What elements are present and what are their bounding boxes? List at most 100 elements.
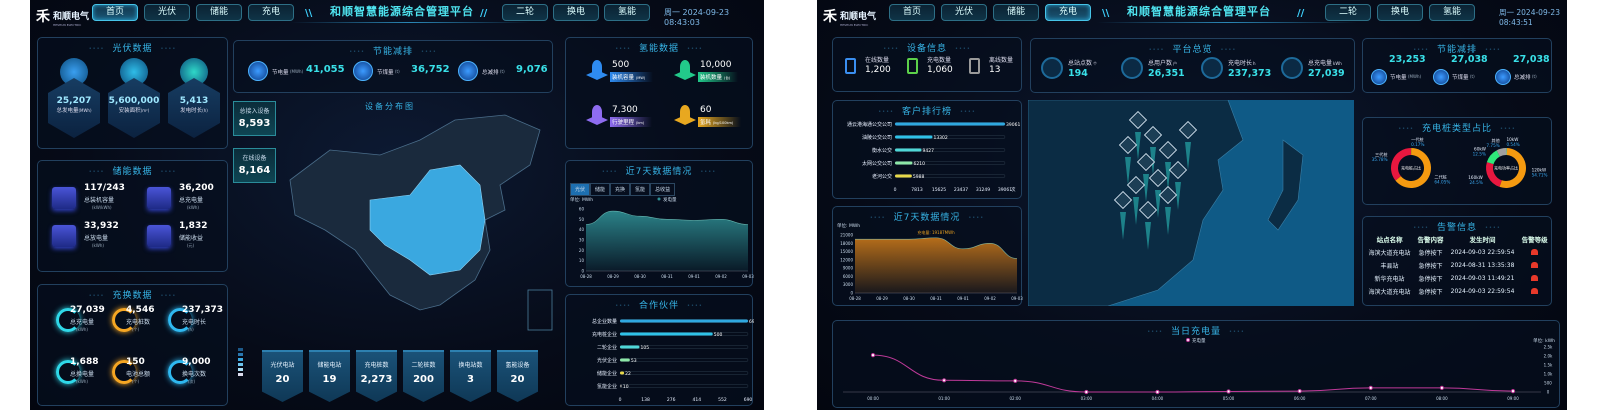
saving-label: 节电量 — [1390, 75, 1407, 81]
nav-hydrogen[interactable]: 氢能 — [604, 4, 650, 21]
bar — [620, 345, 640, 349]
nav-storage[interactable]: 储能 — [196, 4, 242, 21]
bar-value-label: 6210 — [913, 161, 925, 167]
nav-swap[interactable]: 换电 — [553, 4, 599, 21]
station-card: 储能电站 19 — [309, 350, 350, 402]
marker-beam — [1145, 222, 1151, 250]
station-marker-icon[interactable] — [1113, 190, 1133, 210]
charge-value: 9,000 — [182, 357, 211, 367]
platform-icon — [674, 115, 696, 125]
x-unit-label: 次 — [1011, 186, 1016, 193]
station-marker-icon[interactable] — [1143, 125, 1163, 145]
x-tick-label: 08-30 — [634, 274, 646, 279]
nav-ebike[interactable]: 二轮 — [1325, 4, 1371, 21]
decor-slash-icon: // — [1297, 8, 1305, 19]
slice-label: 120kW — [1532, 168, 1547, 173]
x-tick-label: 02:00 — [1009, 396, 1021, 401]
station-marker-icon[interactable] — [1158, 140, 1178, 160]
alarm-row[interactable]: 新华充电站 急停按下 2024-09-03 11:49:21 — [1365, 272, 1551, 285]
data-point — [1439, 385, 1444, 390]
bar-category-label: 氢能企业 — [597, 383, 617, 390]
logo-en: HESHUN ELECTRIC — [840, 23, 869, 27]
bar — [620, 319, 748, 323]
alarm-level — [1518, 272, 1551, 285]
series-line — [585, 210, 749, 225]
station-icon — [1041, 57, 1063, 79]
x-tick-label: 09-01 — [957, 296, 969, 301]
bar-value-label: 39061 — [1006, 122, 1020, 128]
station-value: 20 — [275, 374, 290, 385]
x-tick-label: 552 — [718, 397, 727, 403]
panel-title: 光伏数据 — [38, 41, 227, 54]
panel-title: 告警信息 — [1363, 220, 1551, 233]
nav-pv[interactable]: 光伏 — [144, 4, 190, 21]
nav-home[interactable]: 首页 — [889, 4, 935, 21]
station-marker-icon[interactable] — [1118, 135, 1138, 155]
overview-unit: 户 — [1173, 61, 1178, 66]
station-marker-icon[interactable] — [1128, 110, 1148, 130]
storage-value: 117/243 — [84, 183, 125, 193]
storage-icon — [147, 187, 171, 209]
china-map[interactable] — [270, 110, 560, 340]
tab-2[interactable]: 充换 — [610, 183, 631, 196]
saving-unit: (t) — [500, 69, 505, 74]
tab-4[interactable]: 总收益 — [650, 183, 676, 196]
overview-label: 总用户数户 — [1148, 58, 1177, 67]
station-marker-icon[interactable] — [1136, 152, 1156, 172]
alarm-cell: 2024-09-03 22:59:54 — [1450, 249, 1515, 256]
logo: 禾 和顺电气 HESHUN ELECTRIC — [36, 4, 89, 28]
x-tick-label: 08:00 — [1436, 396, 1448, 401]
charging-station-map[interactable] — [1028, 100, 1354, 306]
saving-value: 27,038 — [1513, 54, 1550, 65]
alarm-cell: 新华充电站 — [1374, 276, 1405, 283]
data-point — [1084, 389, 1089, 395]
y-tick-label: 6000 — [843, 274, 854, 279]
tab-1[interactable]: 储能 — [590, 183, 611, 196]
panel-title: 节能减排 — [234, 44, 552, 57]
nav-charge[interactable]: 充电 — [248, 4, 294, 21]
series-line — [872, 354, 1514, 393]
saving-unit: (t) — [395, 69, 400, 74]
nav-ebike[interactable]: 二轮 — [502, 4, 548, 21]
datetime: 周一 2024-09-23 08:43:51 — [1499, 8, 1560, 27]
tab-3[interactable]: 氢能 — [630, 183, 651, 196]
marker-beam — [1155, 190, 1161, 218]
ranking-bar-chart: 通云港海通公交公司 39061 油陵公交公司 13302 衡水公交 9427 太网公交公司 6… — [847, 121, 1020, 193]
nav-storage[interactable]: 储能 — [993, 4, 1039, 21]
nav-swap[interactable]: 换电 — [1377, 4, 1423, 21]
alarm-cell: 2024-08-31 13:35:38 — [1450, 262, 1515, 269]
charge-label: 总充电量 — [70, 319, 95, 326]
station-marker-icon[interactable] — [1138, 200, 1158, 220]
alarm-row[interactable]: 海滨大道充电站 急停按下 2024-09-03 22:59:54 — [1365, 246, 1551, 259]
station-marker-icon[interactable] — [1158, 185, 1178, 205]
bar-track — [619, 358, 749, 362]
station-marker-icon[interactable] — [1168, 160, 1188, 180]
station-value: 200 — [413, 374, 434, 385]
bar-category-label: 太网公交公司 — [862, 160, 892, 167]
hydrogen-label-bar: 装机容量 (MW) — [610, 72, 654, 82]
tab-0[interactable]: 光伏 — [570, 183, 591, 196]
decor-slash-icon: \\ — [305, 8, 313, 19]
bar-category-label: 光伏企业 — [597, 357, 617, 364]
station-marker-icon[interactable] — [1178, 120, 1198, 140]
nav-hydrogen[interactable]: 氢能 — [1429, 4, 1475, 21]
saving-label: 节电量 — [272, 70, 289, 76]
x-tick-label: 23437 — [954, 187, 968, 193]
hydrogen-unit: (kg/100km) — [713, 121, 734, 125]
alarm-row[interactable]: 丰县站 急停按下 2024-08-31 13:35:38 — [1365, 259, 1551, 272]
x-tick-label: 08-29 — [607, 274, 619, 279]
station-marker-icon[interactable] — [1148, 168, 1168, 188]
nav-home[interactable]: 首页 — [92, 4, 138, 21]
x-tick-label: 06:00 — [1294, 396, 1306, 401]
nav-charge[interactable]: 充电 — [1045, 4, 1091, 21]
alarm-row[interactable]: 海滨大道充电站 急停按下 2024-09-03 22:59:54 — [1365, 285, 1551, 298]
nav-pv[interactable]: 光伏 — [941, 4, 987, 21]
map-highlight-region — [369, 164, 486, 276]
alarm-header: 站点名称 — [1376, 236, 1403, 244]
legend-marker — [1186, 338, 1190, 342]
overview-unit: kWh — [1333, 61, 1342, 66]
alarm-level — [1518, 246, 1551, 259]
station-marker-icon[interactable] — [1126, 175, 1146, 195]
bar-value-label: 500 — [714, 332, 723, 338]
y-tick-label: 1.0k — [1544, 372, 1553, 377]
